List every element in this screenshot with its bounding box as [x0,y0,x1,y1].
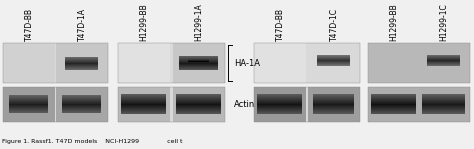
Text: H1299-1A: H1299-1A [194,3,203,41]
Bar [368,87,470,122]
Text: Figure 1. Rassf1. T47D models    NCI-H1299              cell t: Figure 1. Rassf1. T47D models NCI-H1299 … [2,139,182,144]
Text: H1299-BB: H1299-BB [390,3,399,41]
Text: T47D-BB: T47D-BB [275,8,284,41]
Bar [3,87,108,122]
Bar [254,87,360,122]
Bar [118,87,225,122]
Text: T47D-BB: T47D-BB [25,8,34,41]
Text: T47D-1A: T47D-1A [78,8,86,41]
Bar [368,43,470,83]
Bar [254,43,360,83]
Text: T47D-1C: T47D-1C [329,8,338,41]
Bar [118,43,225,83]
Text: HA-1A: HA-1A [234,59,260,67]
Bar [3,43,108,83]
Text: H1299-BB: H1299-BB [139,3,148,41]
Text: Actin: Actin [234,100,255,109]
Text: H1299-1C: H1299-1C [439,3,448,41]
